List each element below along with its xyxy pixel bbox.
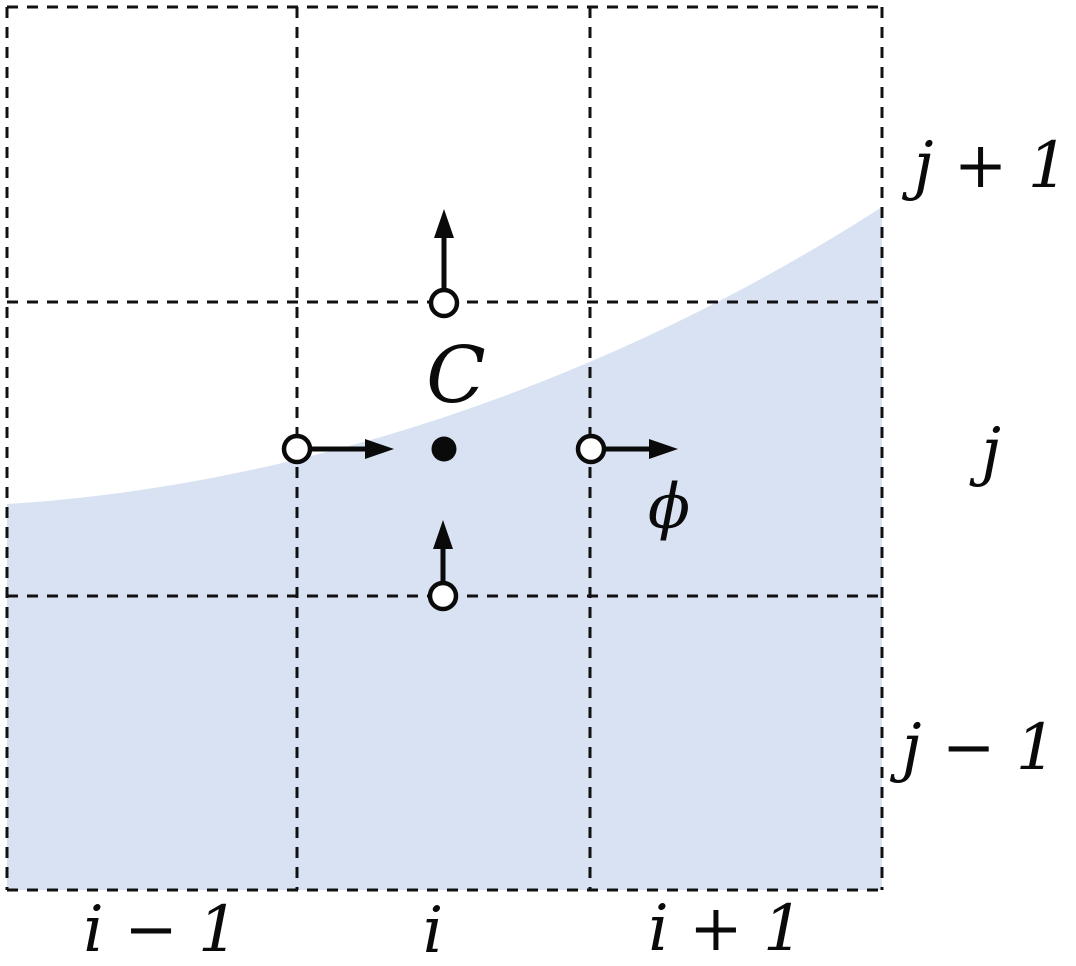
row-label-j: j (969, 415, 1001, 489)
right-face-velocity-arrow (605, 439, 678, 459)
row-label-j-plus-1: j + 1 (902, 129, 1069, 203)
bottom-face-node (427, 580, 459, 612)
col-label-i-plus-1: i + 1 (648, 892, 804, 966)
top-face-node (428, 287, 460, 319)
top-face-velocity-arrow (434, 209, 454, 289)
row-label-j-minus-1: j − 1 (890, 711, 1057, 785)
cell-center-dot (431, 436, 457, 462)
right-face-node (575, 433, 607, 465)
phi-label: ϕ (648, 470, 690, 543)
col-label-i: i (423, 894, 443, 966)
cell-center-label: C (426, 331, 486, 421)
bottom-face-velocity-arrow (433, 520, 453, 583)
left-face-node (281, 433, 313, 465)
left-face-velocity-arrow (312, 439, 394, 459)
col-label-i-minus-1: i − 1 (83, 893, 239, 966)
